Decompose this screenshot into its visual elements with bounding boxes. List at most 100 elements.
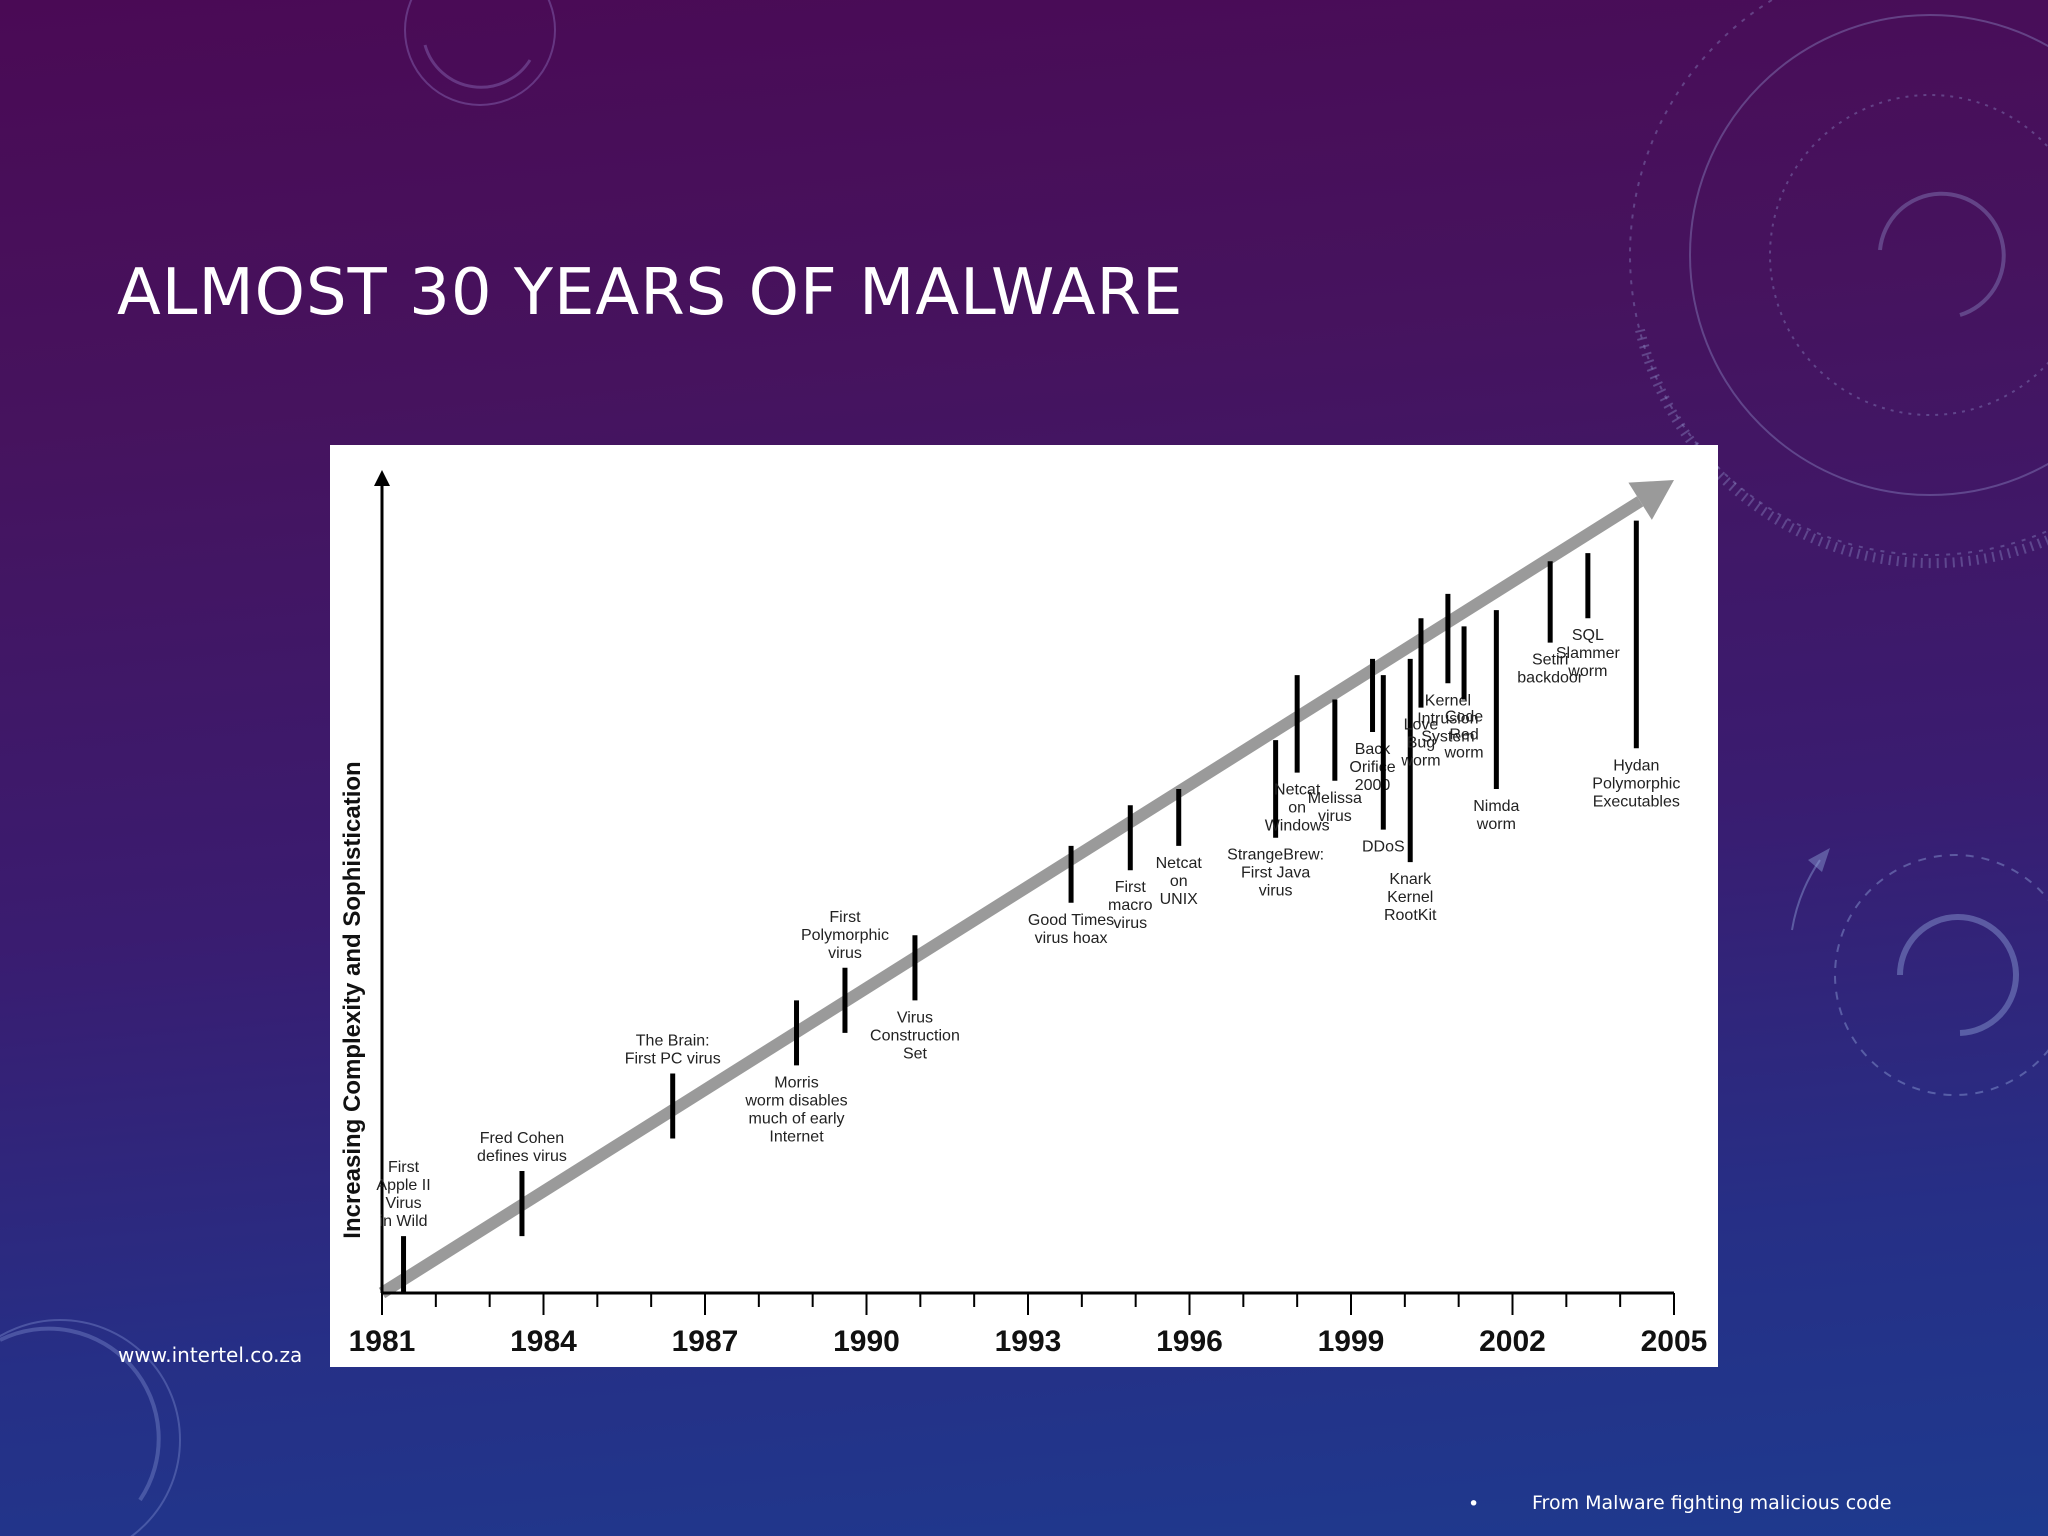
event-label-line: worm xyxy=(1400,753,1440,770)
event-label-line: UNIX xyxy=(1160,891,1199,908)
event-label-line: Slammer xyxy=(1556,645,1621,662)
event-label-line: Orifice xyxy=(1349,759,1395,776)
event-label: Netcat on UNIX xyxy=(1156,855,1203,908)
trend-line xyxy=(378,496,1644,1299)
x-tick-label: 2002 xyxy=(1479,1325,1546,1358)
x-tick-label: 2005 xyxy=(1641,1325,1708,1358)
event-label-line: Polymorphic xyxy=(1592,775,1680,792)
event-label: Kernel Intrusion System xyxy=(1417,692,1478,745)
event-label-line: Construction xyxy=(870,1027,960,1044)
event-label-line: Internet xyxy=(769,1128,824,1145)
event-label-line: DDoS xyxy=(1362,839,1405,856)
event-label-line: worm xyxy=(1443,745,1483,762)
event-label-line: Executables xyxy=(1593,793,1680,810)
event-label-line: Red xyxy=(1449,727,1478,744)
event-label: Morris worm disables much of early Internet xyxy=(744,1074,847,1145)
event-label-line: Morris xyxy=(774,1074,818,1091)
event-label: Love Bug worm xyxy=(1400,717,1440,770)
event-label-line: Code xyxy=(1445,709,1483,726)
event-label: SQL Slammer worm xyxy=(1556,627,1621,680)
event-label-line: Nimda xyxy=(1473,798,1519,815)
event-label-line: RootKit xyxy=(1384,907,1437,924)
event-label: Netcat on Windows xyxy=(1265,782,1330,835)
x-tick-label: 1996 xyxy=(1156,1325,1223,1358)
x-tick-label: 1981 xyxy=(349,1325,416,1358)
event-label-line: StrangeBrew: xyxy=(1227,847,1324,864)
event-label: StrangeBrew: First Java virus xyxy=(1227,847,1324,900)
x-tick-label: 1990 xyxy=(833,1325,900,1358)
event-label-line: Intrusion xyxy=(1417,710,1478,727)
event-label-line: much of early xyxy=(748,1110,844,1127)
event-label: Good Times virus hoax xyxy=(1028,912,1114,947)
event-label-line: in Wild xyxy=(380,1213,428,1230)
event-label-line: Fred Cohen xyxy=(480,1130,565,1147)
event-label-line: Melissa xyxy=(1308,790,1362,807)
x-tick-label: 1984 xyxy=(510,1325,577,1358)
event-label-line: virus xyxy=(828,945,862,962)
event-label-line: Setiri xyxy=(1532,652,1568,669)
event-label-line: virus xyxy=(1113,915,1147,932)
event-label-line: First xyxy=(829,909,861,926)
event-label: Code Red worm xyxy=(1443,709,1483,762)
event-label-line: SQL xyxy=(1572,627,1604,644)
source-note: From Malware fighting malicious code xyxy=(1532,1492,1892,1514)
event-label: First Apple II Virus in Wild xyxy=(376,1159,430,1230)
event-label-line: Love xyxy=(1404,717,1439,734)
event-label-line: Apple II xyxy=(376,1177,430,1194)
y-axis-arrow xyxy=(374,470,390,486)
event-label: First macro virus xyxy=(1108,879,1153,932)
event-label-line: Polymorphic xyxy=(801,927,889,944)
x-tick-label: 1999 xyxy=(1318,1325,1385,1358)
event-label-line: First xyxy=(1115,879,1147,896)
event-label-line: Virus xyxy=(897,1009,933,1026)
event-label-line: on xyxy=(1170,873,1188,890)
event-label-line: worm xyxy=(1567,663,1607,680)
event-label: First Polymorphic virus xyxy=(801,909,889,962)
event-label-line: Kernel xyxy=(1425,692,1471,709)
slide-title: ALMOST 30 YEARS OF MALWARE xyxy=(117,256,1184,330)
x-tick-label: 1993 xyxy=(995,1325,1062,1358)
circle-ring-icon xyxy=(404,0,556,106)
source-bullet: • xyxy=(1468,1493,1480,1515)
event-label-line: virus hoax xyxy=(1035,930,1108,947)
event-label-line: Knark xyxy=(1389,871,1432,888)
event-label: Melissa virus xyxy=(1308,790,1362,825)
footer-url: www.intertel.co.za xyxy=(118,1343,303,1367)
y-axis-label: Increasing Complexity and Sophistication xyxy=(339,761,366,1238)
chart-canvas: 1981 1984 1987 1990 1993 1996 1999 2002 2005 Fir… xyxy=(339,470,1708,1358)
event-label-line: Back xyxy=(1355,741,1392,758)
event-label: Setiri backdoor xyxy=(1517,652,1583,687)
event-label-line: Netcat xyxy=(1156,855,1203,872)
event-label-line: defines virus xyxy=(477,1148,567,1165)
event-label-line: worm disables xyxy=(744,1092,847,1109)
event-label-line: System xyxy=(1421,728,1474,745)
event-label-line: Hydan xyxy=(1613,757,1659,774)
event-label-line: Set xyxy=(903,1045,928,1062)
event-label-line: virus xyxy=(1259,883,1293,900)
event-label: The Brain: First PC virus xyxy=(625,1032,721,1067)
refresh-arrow-icon xyxy=(1791,848,2048,1096)
event-label: Fred Cohen defines virus xyxy=(477,1130,567,1165)
event-label-line: The Brain: xyxy=(636,1032,710,1049)
event-label: Back Orifice 2000 xyxy=(1349,741,1395,794)
event-label: Knark Kernel RootKit xyxy=(1384,871,1437,924)
event-label: DDoS xyxy=(1362,839,1405,856)
event-label-line: Good Times xyxy=(1028,912,1114,929)
trend-arrowhead xyxy=(1628,480,1674,520)
malware-timeline-chart: 1981 1984 1987 1990 1993 1996 1999 2002 2005 Fir… xyxy=(330,445,1718,1367)
event-label: Nimda worm xyxy=(1473,798,1519,833)
event-label-line: Bug xyxy=(1407,735,1435,752)
event-label-line: Virus xyxy=(385,1195,421,1212)
event-label-line: Netcat xyxy=(1274,782,1321,799)
event-label-line: First PC virus xyxy=(625,1050,721,1067)
event-label: Hydan Polymorphic Executables xyxy=(1592,757,1680,810)
event-label-line: First Java xyxy=(1241,865,1310,882)
event-label-line: Kernel xyxy=(1387,889,1433,906)
x-tick-label: 1987 xyxy=(672,1325,739,1358)
event-label-line: macro xyxy=(1108,897,1153,914)
event-label-line: Windows xyxy=(1265,818,1330,835)
event-label-line: First xyxy=(388,1159,420,1176)
event-label-line: backdoor xyxy=(1517,670,1583,687)
event-label: Virus Construction Set xyxy=(870,1009,960,1062)
event-label-line: worm xyxy=(1476,816,1516,833)
